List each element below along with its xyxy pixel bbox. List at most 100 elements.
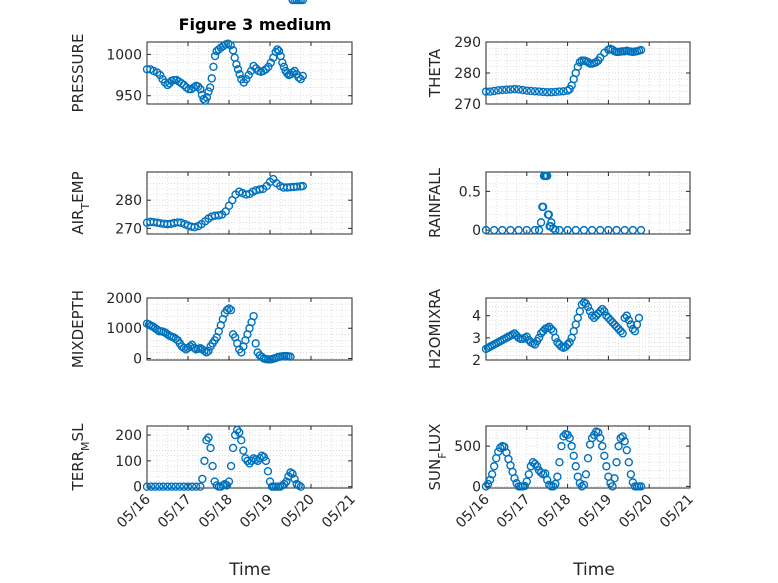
xtick-label: 05/21 [657, 492, 697, 532]
terr-msl-point [230, 430, 240, 440]
pressure-point [288, 68, 297, 77]
sun-flux-point [481, 482, 491, 491]
sun-flux-point [565, 433, 574, 443]
air-temp-point [214, 211, 223, 220]
pressure-point [202, 93, 212, 102]
terr-msl-point [179, 482, 189, 491]
sun-flux-point [487, 470, 497, 479]
mixdepth-point [226, 305, 236, 315]
sun-flux-point [577, 482, 587, 491]
xtick-label: 05/18 [196, 492, 236, 532]
terr-msl-point [191, 482, 201, 491]
terr-msl-point [204, 433, 213, 442]
pressure-point [242, 74, 251, 84]
rainfall-point [551, 225, 560, 235]
mixdepth-point [202, 348, 211, 357]
terr-msl-ylabel: TERRMSL [69, 423, 92, 492]
mixdepth-point [204, 346, 213, 356]
pressure-point [264, 62, 273, 72]
mixdepth-axes-box [146, 297, 353, 361]
theta-ylabel: THETA [426, 48, 444, 98]
terr-msl-point [200, 456, 209, 466]
sun-flux-point [583, 454, 593, 463]
rainfall-point [620, 225, 629, 235]
xtick-label: 05/17 [494, 492, 534, 532]
terr-msl-point [263, 467, 273, 476]
sun-flux-point [620, 437, 629, 446]
pressure-point [249, 61, 258, 71]
theta-ytick-label: 270 [454, 97, 481, 113]
rainfall-point [579, 225, 589, 235]
rainfall-ylabel: RAINFALL [426, 167, 444, 238]
mixdepth-ytick-label: 2000 [106, 291, 142, 307]
pressure-point [226, 41, 235, 50]
mixdepth-ylabel: MIXDEPTH [69, 290, 87, 368]
rainfall-point [530, 225, 540, 235]
pressure-point [283, 69, 292, 78]
mixdepth-point [298, 0, 307, 5]
sun-flux-axes-box [485, 425, 691, 489]
terr-msl-point [146, 482, 156, 491]
pressure-point [279, 62, 289, 72]
terr-msl-point [261, 456, 271, 466]
xtick-label: 05/17 [155, 492, 195, 532]
sun-flux-point [494, 447, 503, 456]
pressure-point [184, 84, 194, 94]
air-temp-ytick-label: 270 [115, 221, 142, 237]
theta-point [489, 86, 499, 96]
h2omixra-point [534, 333, 544, 343]
rainfall-point [498, 225, 507, 235]
xtick-label: 05/20 [278, 492, 318, 532]
h2omixra-point [573, 313, 582, 323]
sun-flux-point [608, 482, 617, 491]
sun-flux-point [500, 442, 509, 452]
sun-flux-point [581, 470, 591, 479]
terr-msl-point [237, 436, 246, 445]
h2omixra-axes-box [485, 297, 691, 361]
sun-flux-point [489, 462, 499, 471]
xtick-label: 05/16 [453, 491, 493, 531]
terr-msl-ytick-label: 100 [115, 454, 142, 470]
h2omixra-point [596, 307, 605, 316]
xtick-label: 05/18 [535, 492, 575, 532]
rainfall-point [596, 225, 605, 235]
rainfall-point [628, 225, 638, 235]
theta-point [547, 88, 556, 97]
h2omixra-point [616, 327, 625, 336]
mixdepth-point [171, 334, 180, 344]
terr-msl-point [142, 482, 152, 491]
theta-point [551, 87, 560, 97]
terr-msl-axes-box [146, 425, 353, 489]
pressure-point [155, 70, 165, 80]
theta-point [494, 86, 503, 95]
theta-point [575, 57, 585, 67]
sun-flux-point [545, 480, 554, 489]
h2omixra-ytick-label: 2 [472, 353, 481, 369]
theta-point [514, 85, 523, 94]
terr-msl-point [296, 482, 305, 491]
mixdepth-point [251, 339, 260, 348]
sun-flux-point [485, 475, 495, 485]
h2omixra-ytick-label: 3 [472, 331, 481, 347]
theta-point [502, 85, 511, 94]
sun-flux-point [567, 441, 576, 451]
rainfall-point [506, 225, 515, 235]
rainfall-point [604, 225, 613, 235]
terr-msl-point [206, 443, 215, 453]
terr-msl-point [208, 461, 217, 471]
theta-point [481, 87, 491, 96]
terr-msl-point [239, 446, 248, 455]
pressure-point [169, 75, 179, 85]
sun-flux-point [596, 433, 605, 443]
theta-point [543, 88, 552, 97]
terr-msl-point [196, 482, 205, 491]
xtick-label: 05/19 [237, 492, 277, 532]
terr-msl-point [155, 482, 164, 491]
x-axis-label-left: Time [228, 560, 271, 580]
h2omixra-ytick-label: 4 [472, 309, 481, 325]
pressure-point [261, 65, 271, 74]
air-temp-point [190, 223, 199, 232]
terr-msl-point [288, 469, 297, 478]
pressure-point [244, 70, 253, 80]
